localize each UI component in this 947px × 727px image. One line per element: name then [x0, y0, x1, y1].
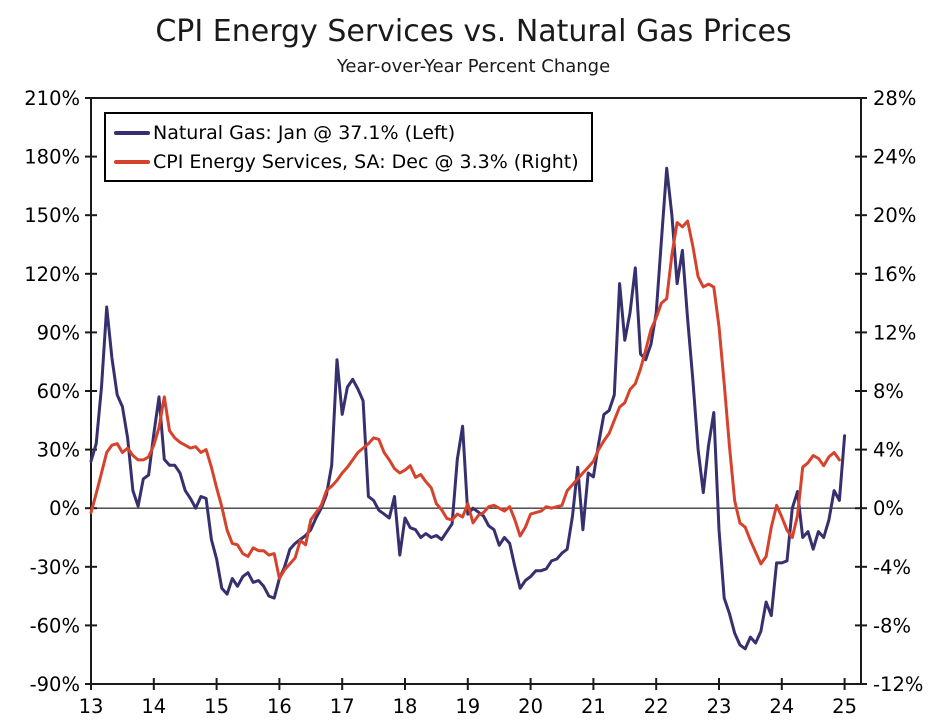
x-axis-tick-label: 18	[393, 695, 418, 718]
x-axis-tick-label: 14	[141, 695, 166, 718]
right-axis-tick-label: 28%	[873, 87, 916, 110]
x-axis-tick-label: 15	[204, 695, 229, 718]
legend-label-cpi-energy-services: CPI Energy Services, SA: Dec @ 3.3% (Rig…	[153, 150, 579, 173]
x-axis-tick-label: 25	[832, 695, 857, 718]
right-axis-tick-label: 24%	[873, 146, 916, 169]
left-axis-tick-label: -90%	[30, 673, 80, 696]
x-axis-tick-label: 22	[644, 695, 669, 718]
left-axis-tick-label: 0%	[49, 497, 80, 520]
legend: Natural Gas: Jan @ 37.1% (Left) CPI Ener…	[104, 112, 593, 182]
chart-title: CPI Energy Services vs. Natural Gas Pric…	[155, 14, 792, 49]
x-axis-tick-label: 16	[267, 695, 292, 718]
right-axis-tick-label: 12%	[873, 321, 916, 344]
left-axis-tick-label: 60%	[37, 380, 80, 403]
left-axis-tick-label: 180%	[24, 146, 80, 169]
left-axis-tick-label: -60%	[30, 614, 80, 637]
legend-label-natural-gas: Natural Gas: Jan @ 37.1% (Left)	[153, 121, 456, 144]
chart-subtitle: Year-over-Year Percent Change	[336, 56, 611, 77]
right-axis-tick-label: -4%	[873, 556, 911, 579]
left-axis-tick-label: 30%	[37, 439, 80, 462]
x-axis-tick-label: 13	[79, 695, 104, 718]
x-axis-tick-label: 20	[518, 695, 543, 718]
x-axis-tick-label: 17	[330, 695, 355, 718]
left-axis-tick-label: 90%	[37, 321, 80, 344]
right-axis-tick-label: 0%	[873, 497, 904, 520]
x-axis-tick-label: 21	[581, 695, 606, 718]
cpi-energy-services-line-swatch-icon	[114, 159, 150, 164]
legend-item-cpi-energy-services: CPI Energy Services, SA: Dec @ 3.3% (Rig…	[114, 147, 579, 176]
left-axis-tick-label: 210%	[24, 87, 80, 110]
right-axis-tick-label: 4%	[873, 439, 904, 462]
left-axis-tick-label: 120%	[24, 263, 80, 286]
right-axis-tick-label: 20%	[873, 204, 916, 227]
legend-item-natural-gas: Natural Gas: Jan @ 37.1% (Left)	[114, 118, 579, 147]
natural-gas-line	[89, 166, 847, 651]
right-axis-tick-label: -12%	[873, 673, 923, 696]
natural-gas-line-swatch-icon	[114, 130, 150, 135]
axis-box	[90, 97, 862, 685]
cpi-energy-services-line	[89, 219, 841, 580]
right-axis-tick-label: 16%	[873, 263, 916, 286]
x-axis-tick-label: 24	[769, 695, 794, 718]
right-axis-tick-label: 8%	[873, 380, 904, 403]
x-axis-tick-label: 23	[707, 695, 732, 718]
right-axis-tick-label: -8%	[873, 614, 911, 637]
left-axis-tick-label: -30%	[30, 556, 80, 579]
left-axis-tick-label: 150%	[24, 204, 80, 227]
x-axis-tick-label: 19	[455, 695, 480, 718]
